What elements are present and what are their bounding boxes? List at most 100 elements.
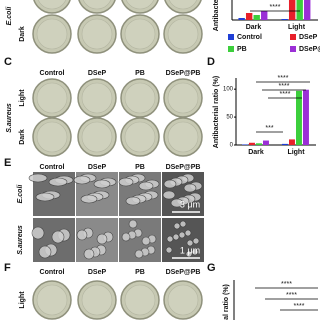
- cell: [80, 194, 98, 204]
- cell: [93, 179, 111, 189]
- panel-label: C: [4, 56, 12, 68]
- significance: ***: [265, 125, 273, 132]
- dish-inner: [81, 284, 113, 316]
- dish-inner: [81, 18, 113, 50]
- row-label: Dark: [19, 129, 26, 145]
- cell: [138, 181, 154, 191]
- column-header: PB: [135, 269, 145, 276]
- dish-inner: [36, 284, 68, 316]
- cell: [134, 249, 144, 259]
- dish-inner: [167, 284, 199, 316]
- bar: [281, 19, 288, 20]
- dish-inner: [124, 284, 156, 316]
- cell: [179, 220, 187, 228]
- bar: [245, 13, 253, 20]
- scale-bar-label: 1 μm: [180, 245, 200, 255]
- cell: [183, 183, 197, 193]
- dish-inner: [81, 121, 113, 153]
- dish-inner: [37, 0, 67, 10]
- bar: [282, 143, 288, 145]
- column-header: Control: [40, 70, 65, 77]
- bar: [261, 11, 268, 20]
- legend-swatch: [228, 34, 234, 40]
- row-label: S.aureus: [17, 225, 24, 255]
- column-header: DSeP: [88, 269, 107, 276]
- column-header: PB: [135, 164, 145, 171]
- bar: [253, 15, 260, 20]
- dish-inner: [124, 18, 156, 50]
- cell: [31, 226, 45, 240]
- column-header: PB: [135, 70, 145, 77]
- dish-inner: [36, 82, 68, 114]
- column-header: DSeP@PB: [166, 164, 201, 171]
- x-tick-label: Dark: [248, 149, 264, 156]
- column-header: DSeP: [88, 70, 107, 77]
- cell: [96, 233, 108, 245]
- cell: [170, 198, 184, 208]
- bar: [242, 144, 248, 145]
- legend-label: Control: [237, 34, 262, 41]
- y-tick-label: 50: [226, 115, 233, 121]
- cell: [184, 229, 192, 237]
- panel-label: G: [207, 262, 216, 274]
- significance: ****: [270, 4, 281, 11]
- cell: [163, 179, 177, 189]
- legend-label: PB: [237, 46, 247, 53]
- x-tick-label: Light: [287, 149, 305, 156]
- column-header: DSeP@PB: [166, 269, 201, 276]
- y-tick-label: 0: [230, 143, 234, 149]
- legend-swatch: [228, 46, 234, 52]
- dish-inner: [36, 121, 68, 153]
- legend-swatch: [290, 34, 296, 40]
- dish-inner: [124, 121, 156, 153]
- cell: [172, 233, 180, 241]
- cell: [83, 248, 95, 260]
- dish-inner: [36, 18, 68, 50]
- y-axis-label: Antibacterial ratio (%): [213, 76, 220, 148]
- cell: [128, 219, 138, 229]
- y-tick-label: 100: [223, 87, 234, 93]
- dish-inner: [125, 0, 155, 10]
- dish-inner: [167, 18, 199, 50]
- bar: [304, 0, 311, 20]
- dish-inner: [168, 0, 198, 10]
- column-header: DSeP: [88, 164, 107, 171]
- row-label: Light: [19, 291, 26, 309]
- dish-inner: [124, 82, 156, 114]
- cell: [166, 235, 174, 243]
- species-label: E.coli: [6, 6, 13, 26]
- cell: [162, 190, 176, 200]
- column-header: Control: [40, 164, 65, 171]
- column-header: Control: [40, 269, 65, 276]
- bar: [256, 143, 262, 145]
- significance: ****: [279, 83, 290, 90]
- bar: [303, 89, 309, 145]
- cell: [35, 192, 55, 202]
- significance: ****: [294, 303, 305, 310]
- row-label: Light: [19, 89, 26, 107]
- cell: [73, 175, 91, 185]
- row-label: Dark: [19, 26, 26, 42]
- cell: [121, 232, 131, 242]
- legend-swatch: [290, 46, 296, 52]
- panel-label: F: [4, 262, 11, 274]
- dish-inner: [81, 82, 113, 114]
- y-axis-label: al ratio (%): [223, 284, 230, 320]
- legend-label: DSeP: [299, 34, 318, 41]
- legend-label: DSeP@PB: [299, 46, 320, 53]
- cell: [191, 248, 199, 256]
- x-tick-label: Light: [288, 24, 306, 31]
- dish-inner: [82, 0, 112, 10]
- species-label: S.aureus: [6, 103, 13, 133]
- bar: [263, 140, 269, 145]
- cell: [141, 236, 151, 246]
- cell: [48, 177, 68, 187]
- row-label: E.coli: [17, 184, 24, 204]
- significance: ****: [281, 281, 292, 288]
- bar: [249, 142, 255, 145]
- dish-inner: [167, 82, 199, 114]
- panel-label: E: [4, 157, 11, 169]
- bar: [289, 139, 295, 145]
- y-axis-label: Antibacterial: [213, 0, 220, 31]
